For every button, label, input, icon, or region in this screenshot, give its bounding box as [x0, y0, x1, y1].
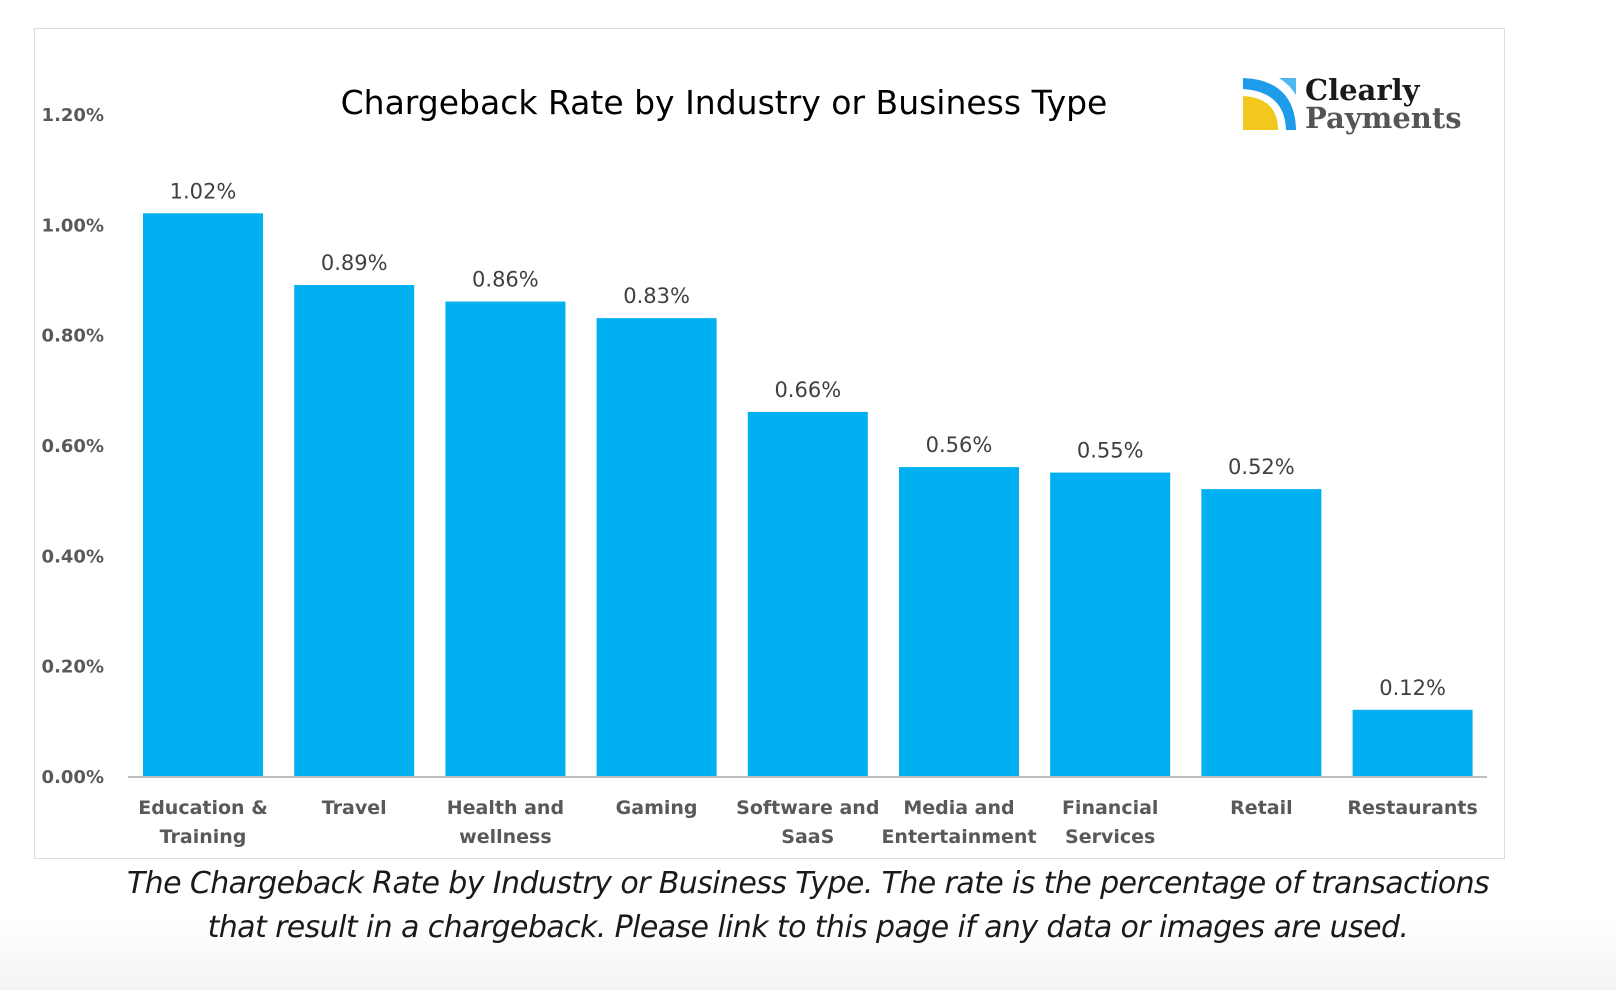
y-tick-label: 0.60%: [42, 436, 104, 457]
bar: [445, 301, 566, 776]
y-tick-label: 0.20%: [42, 657, 104, 678]
x-tick-label: Retail: [1230, 797, 1292, 819]
x-tick-label: Education & Training: [138, 797, 268, 848]
bar: [1352, 709, 1473, 776]
data-label: 0.55%: [1077, 439, 1144, 463]
x-axis: Education & Training Travel Health and welln…: [138, 797, 1478, 848]
bar: [1201, 489, 1322, 776]
bar: [596, 318, 717, 776]
x-tick-label-line: Travel: [322, 797, 387, 819]
x-tick-label-line: Gaming: [616, 797, 698, 819]
x-tick-label-line: Health and: [447, 797, 564, 819]
bar: [143, 213, 263, 777]
x-tick-label-line: Services: [1065, 826, 1155, 848]
logo-yellow-shape: [1243, 96, 1278, 130]
x-tick-label-line: Education &: [138, 797, 268, 819]
x-tick-label-line: SaaS: [781, 826, 834, 848]
x-tick-label: Restaurants: [1347, 797, 1477, 819]
bar: [1050, 472, 1171, 776]
bar: [747, 411, 868, 776]
x-tick-label: Software and SaaS: [736, 797, 879, 848]
chart-title: Chargeback Rate by Industry or Business …: [341, 83, 1108, 122]
x-tick-label: Travel: [322, 797, 387, 819]
x-tick-label: Gaming: [616, 797, 698, 819]
x-tick-label: Financial Services: [1062, 797, 1158, 848]
x-tick-label-line: Software and: [736, 797, 879, 819]
y-tick-label: 0.00%: [42, 767, 104, 788]
x-tick-label-line: Entertainment: [881, 826, 1036, 848]
data-label: 0.52%: [1228, 455, 1295, 479]
caption-line-1: The Chargeback Rate by Industry or Busin…: [126, 866, 1490, 901]
data-label: 0.12%: [1379, 676, 1446, 700]
x-tick-label: Health and wellness: [447, 797, 564, 848]
data-label: 0.66%: [774, 378, 841, 402]
data-label: 0.56%: [926, 433, 993, 457]
logo-text-payments: Payments: [1305, 101, 1462, 135]
x-tick-label-line: Retail: [1230, 797, 1292, 819]
y-tick-label: 1.00%: [42, 215, 104, 236]
logo-blue-arc: [1243, 78, 1296, 130]
y-tick-label: 1.20%: [42, 105, 104, 126]
x-tick-label-line: Media and: [903, 797, 1014, 819]
logo-text-clearly: Clearly: [1305, 73, 1421, 107]
data-label: 1.02%: [170, 179, 237, 203]
logo-light-blue-corner: [1279, 78, 1296, 95]
y-tick-label: 0.40%: [42, 546, 104, 567]
figure-caption: The Chargeback Rate by Industry or Busin…: [0, 862, 1616, 950]
y-axis: 0.00% 0.20% 0.40% 0.60% 0.80% 1.00% 1.20%: [42, 105, 104, 788]
data-labels: 1.02% 0.89% 0.86% 0.83% 0.66% 0.56% 0.55% 0.52%…: [170, 179, 1446, 700]
x-tick-label-line: Restaurants: [1347, 797, 1477, 819]
x-tick-label-line: Financial: [1062, 797, 1158, 819]
y-tick-label: 0.80%: [42, 326, 104, 347]
bar-chart: Chargeback Rate by Industry or Business …: [42, 73, 1487, 848]
bars: [143, 213, 1473, 777]
data-label: 0.83%: [623, 284, 690, 308]
x-tick-label-line: wellness: [459, 826, 552, 848]
clearly-payments-logo-icon: [1243, 78, 1296, 130]
data-label: 0.89%: [321, 251, 388, 275]
caption-line-2: that result in a chargeback. Please link…: [207, 910, 1409, 945]
x-tick-label-line: Training: [160, 826, 247, 848]
x-tick-label: Media and Entertainment: [881, 797, 1036, 848]
bar: [294, 285, 415, 776]
bar: [899, 467, 1019, 776]
clearly-payments-logo: Clearly Payments: [1243, 73, 1462, 135]
data-label: 0.86%: [472, 268, 539, 292]
